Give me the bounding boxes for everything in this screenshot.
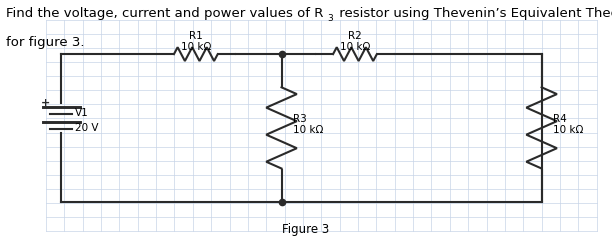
Text: +: +: [41, 98, 51, 108]
Text: Find the voltage, current and power values of R: Find the voltage, current and power valu…: [6, 7, 324, 20]
Text: 3: 3: [327, 14, 333, 23]
Text: Figure 3: Figure 3: [282, 223, 330, 236]
Text: 10 kΩ: 10 kΩ: [181, 42, 211, 52]
Text: 20 V: 20 V: [75, 123, 98, 133]
Text: 10 kΩ: 10 kΩ: [553, 125, 583, 135]
Text: R3: R3: [293, 114, 306, 124]
Text: for figure 3.: for figure 3.: [6, 36, 84, 49]
Text: 10 kΩ: 10 kΩ: [340, 42, 370, 52]
Text: R2: R2: [348, 31, 362, 41]
Text: R1: R1: [189, 31, 203, 41]
Text: resistor using Thevenin’s Equivalent Theorem: resistor using Thevenin’s Equivalent The…: [335, 7, 612, 20]
Text: R4: R4: [553, 114, 566, 124]
Text: 10 kΩ: 10 kΩ: [293, 125, 323, 135]
Text: V1: V1: [75, 108, 88, 118]
